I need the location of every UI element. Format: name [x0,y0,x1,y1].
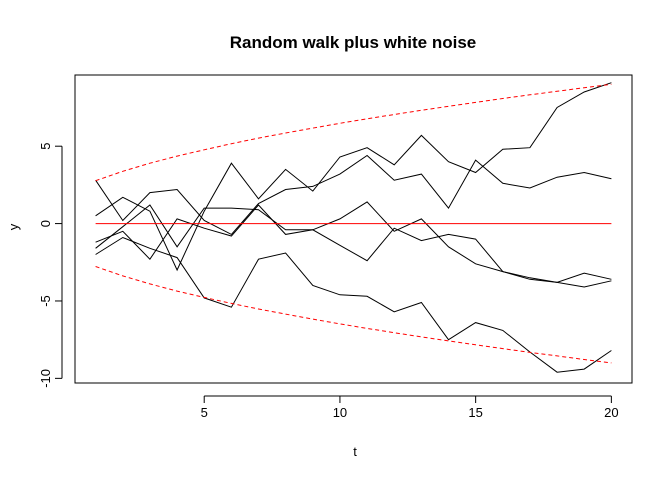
y-axis-label: y [6,223,21,230]
series-line-1 [95,82,612,272]
series-line-2 [95,154,612,236]
y-tick-label: 5 [38,143,53,150]
y-tick-label: -10 [38,369,53,388]
y-tick-label: 0 [38,220,53,227]
series-layer [95,82,612,373]
chart-title: Random walk plus white noise [230,33,477,52]
series-line-5 [95,236,612,373]
x-axis-label: t [353,444,357,459]
x-tick-label: 20 [604,405,618,420]
y-tick-label: -5 [38,295,53,307]
series-line-7 [95,83,612,182]
x-tick-label: 10 [333,405,347,420]
series-line-3 [95,201,612,283]
series-line-4 [95,204,612,288]
axis-layer: 5 10 15 20 -10 -5 0 5 [38,143,619,420]
plot-frame [74,74,633,384]
x-tick-label: 5 [201,405,208,420]
series-line-8 [95,266,612,364]
x-tick-label: 15 [468,405,482,420]
